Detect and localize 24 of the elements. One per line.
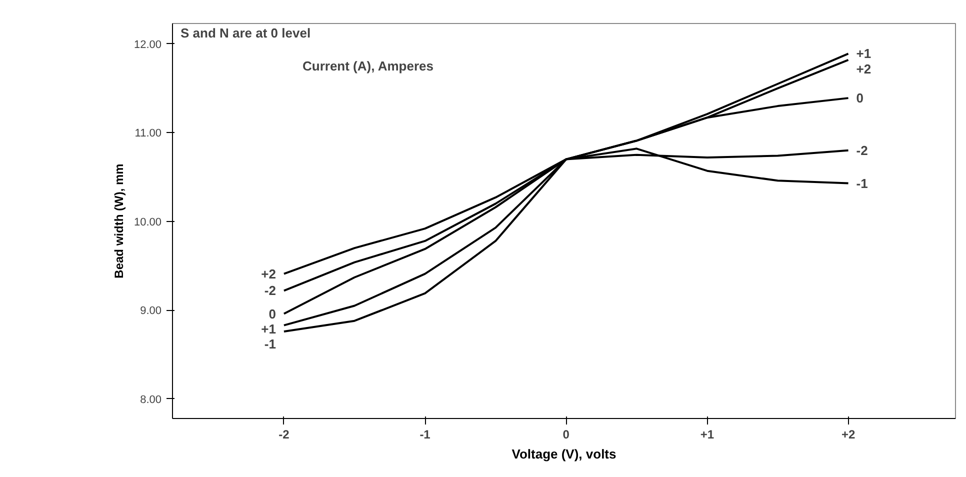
series-label: +1 <box>856 46 872 62</box>
series-label: -2 <box>264 283 276 298</box>
annotation: S and N are at 0 level <box>180 26 311 40</box>
text: -1 <box>264 336 276 352</box>
series-label: -1 <box>856 176 868 191</box>
x-tick-label: +1 <box>700 428 714 442</box>
y-tick-label: 8.00 <box>140 394 162 406</box>
y-axis-title: Bead width (W), mm <box>112 164 126 278</box>
series-label: +2 <box>261 266 276 282</box>
x-tick-label: -2 <box>278 428 290 442</box>
x-tick-label: 0 <box>562 428 570 442</box>
x-tick-label: +2 <box>841 428 856 442</box>
text: -2 <box>856 142 868 158</box>
y-tick-label: 9.00 <box>140 305 162 318</box>
series-label: 0 <box>268 306 276 322</box>
y-tick-label: 11.00 <box>134 128 162 140</box>
y-tick-label: 10.00 <box>134 216 162 228</box>
text: +2 <box>856 61 872 76</box>
x-axis-title: Voltage (V), volts <box>512 446 616 462</box>
x-tick-label: -1 <box>420 428 431 442</box>
text: +1 <box>261 321 276 336</box>
y-tick-label: 12.00 <box>134 38 162 51</box>
text: 0 <box>856 90 864 106</box>
legend-title: Current (A), Amperes <box>302 58 434 74</box>
